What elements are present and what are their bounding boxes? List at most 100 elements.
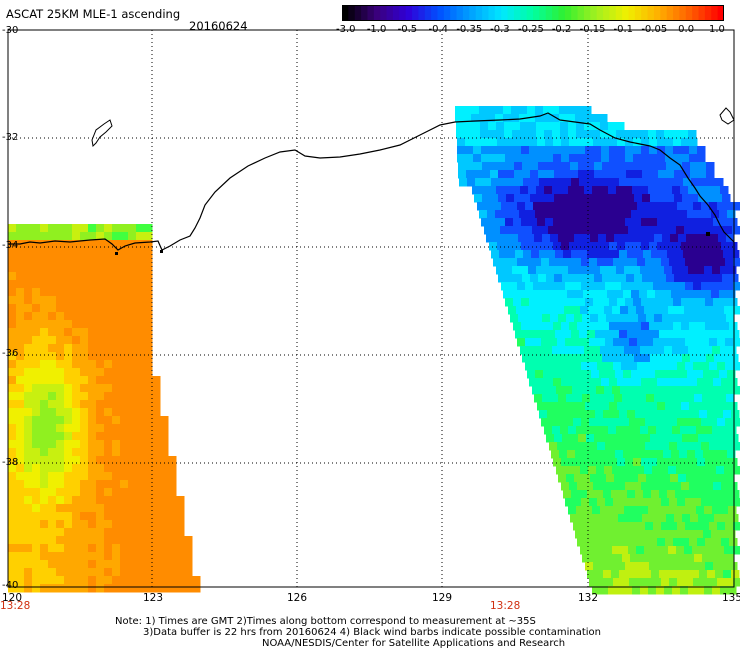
- swath-cell: [666, 354, 675, 363]
- swath-cell: [653, 498, 662, 507]
- swath-cell: [483, 178, 492, 187]
- swath-cell: [638, 554, 647, 563]
- swath-cell: [88, 432, 97, 441]
- swath-cell: [80, 408, 89, 417]
- swath-cell: [663, 290, 672, 299]
- swath-cell: [168, 456, 177, 465]
- swath-cell: [561, 298, 570, 307]
- swath-cell: [152, 520, 161, 529]
- swath-cell: [717, 282, 726, 291]
- swath-cell: [707, 330, 716, 339]
- swath-cell: [96, 512, 105, 521]
- swath-cell: [16, 360, 25, 369]
- swath-cell: [613, 442, 622, 451]
- swath-cell: [48, 504, 57, 513]
- swath-cell: [721, 458, 730, 467]
- swath-cell: [703, 450, 712, 459]
- swath-cell: [507, 178, 516, 187]
- swath-cell: [72, 576, 81, 585]
- swath-cell: [48, 256, 57, 265]
- swath-cell: [545, 402, 554, 411]
- swath-cell: [685, 258, 694, 267]
- swath-cell: [471, 114, 480, 123]
- swath-cell: [679, 370, 688, 379]
- swath-cell: [627, 330, 636, 339]
- swath-cell: [24, 296, 33, 305]
- swath-cell: [672, 186, 681, 195]
- swath-cell: [658, 274, 667, 283]
- colorbar-tick-label: 1.0: [709, 24, 725, 35]
- swath-cell: [48, 432, 57, 441]
- swath-cell: [719, 210, 728, 219]
- swath-cell: [683, 410, 692, 419]
- swath-cell: [562, 434, 571, 443]
- swath-cell: [674, 162, 683, 171]
- swath-cell: [707, 178, 716, 187]
- swath-cell: [104, 472, 113, 481]
- swath-cell: [136, 544, 145, 553]
- swath-cell: [112, 536, 121, 545]
- swath-cell: [605, 418, 614, 427]
- swath-cell: [559, 370, 568, 379]
- swath-cell: [48, 376, 57, 385]
- swath-cell: [597, 418, 606, 427]
- swath-cell: [128, 472, 137, 481]
- swath-cell: [112, 264, 121, 273]
- swath-cell: [64, 568, 73, 577]
- swath-cell: [729, 402, 738, 411]
- swath-cell: [549, 362, 558, 371]
- swath-cell: [685, 522, 694, 531]
- swath-cell: [628, 386, 637, 395]
- swath-cell: [724, 546, 733, 555]
- swath-cell: [713, 242, 722, 251]
- swath-cell: [32, 360, 41, 369]
- swath-cell: [657, 378, 666, 387]
- swath-cell: [104, 240, 113, 249]
- swath-cell: [48, 360, 57, 369]
- swath-cell: [731, 410, 740, 419]
- swath-cell: [690, 194, 699, 203]
- swath-cell: [80, 464, 89, 473]
- swath-cell: [128, 400, 137, 409]
- colorbar-segment: [443, 5, 451, 21]
- swath-cell: [697, 562, 706, 571]
- swath-cell: [682, 194, 691, 203]
- swath-cell: [637, 282, 646, 291]
- swath-cell: [72, 496, 81, 505]
- swath-cell: [544, 122, 553, 131]
- swath-cell: [128, 392, 137, 401]
- swath-cell: [678, 314, 687, 323]
- swath-cell: [663, 450, 672, 459]
- swath-cell: [40, 552, 49, 561]
- swath-cell: [72, 328, 81, 337]
- swath-cell: [554, 162, 563, 171]
- swath-cell: [144, 552, 153, 561]
- swath-cell: [670, 474, 679, 483]
- swath-cell: [80, 496, 89, 505]
- swath-cell: [64, 280, 73, 289]
- swath-cell: [160, 488, 169, 497]
- swath-cell: [579, 250, 588, 259]
- swath-cell: [655, 530, 664, 539]
- swath-cell: [616, 506, 625, 515]
- swath-cell: [473, 146, 482, 155]
- swath-cell: [553, 154, 562, 163]
- swath-cell: [176, 560, 185, 569]
- swath-cell: [733, 202, 740, 211]
- swath-cell: [144, 584, 153, 593]
- swath-cell: [8, 296, 17, 305]
- swath-cell: [693, 362, 702, 371]
- swath-cell: [136, 320, 145, 329]
- swath-cell: [627, 410, 636, 419]
- swath-cell: [8, 528, 17, 537]
- swath-cell: [80, 488, 89, 497]
- swath-cell: [64, 408, 73, 417]
- swath-cell: [692, 546, 701, 555]
- swath-cell: [648, 506, 657, 515]
- swath-cell: [684, 546, 693, 555]
- swath-cell: [661, 362, 670, 371]
- colorbar-segment: [660, 5, 668, 21]
- colorbar-segment: [526, 5, 534, 21]
- swath-cell: [96, 232, 105, 241]
- swath-cell: [716, 226, 725, 235]
